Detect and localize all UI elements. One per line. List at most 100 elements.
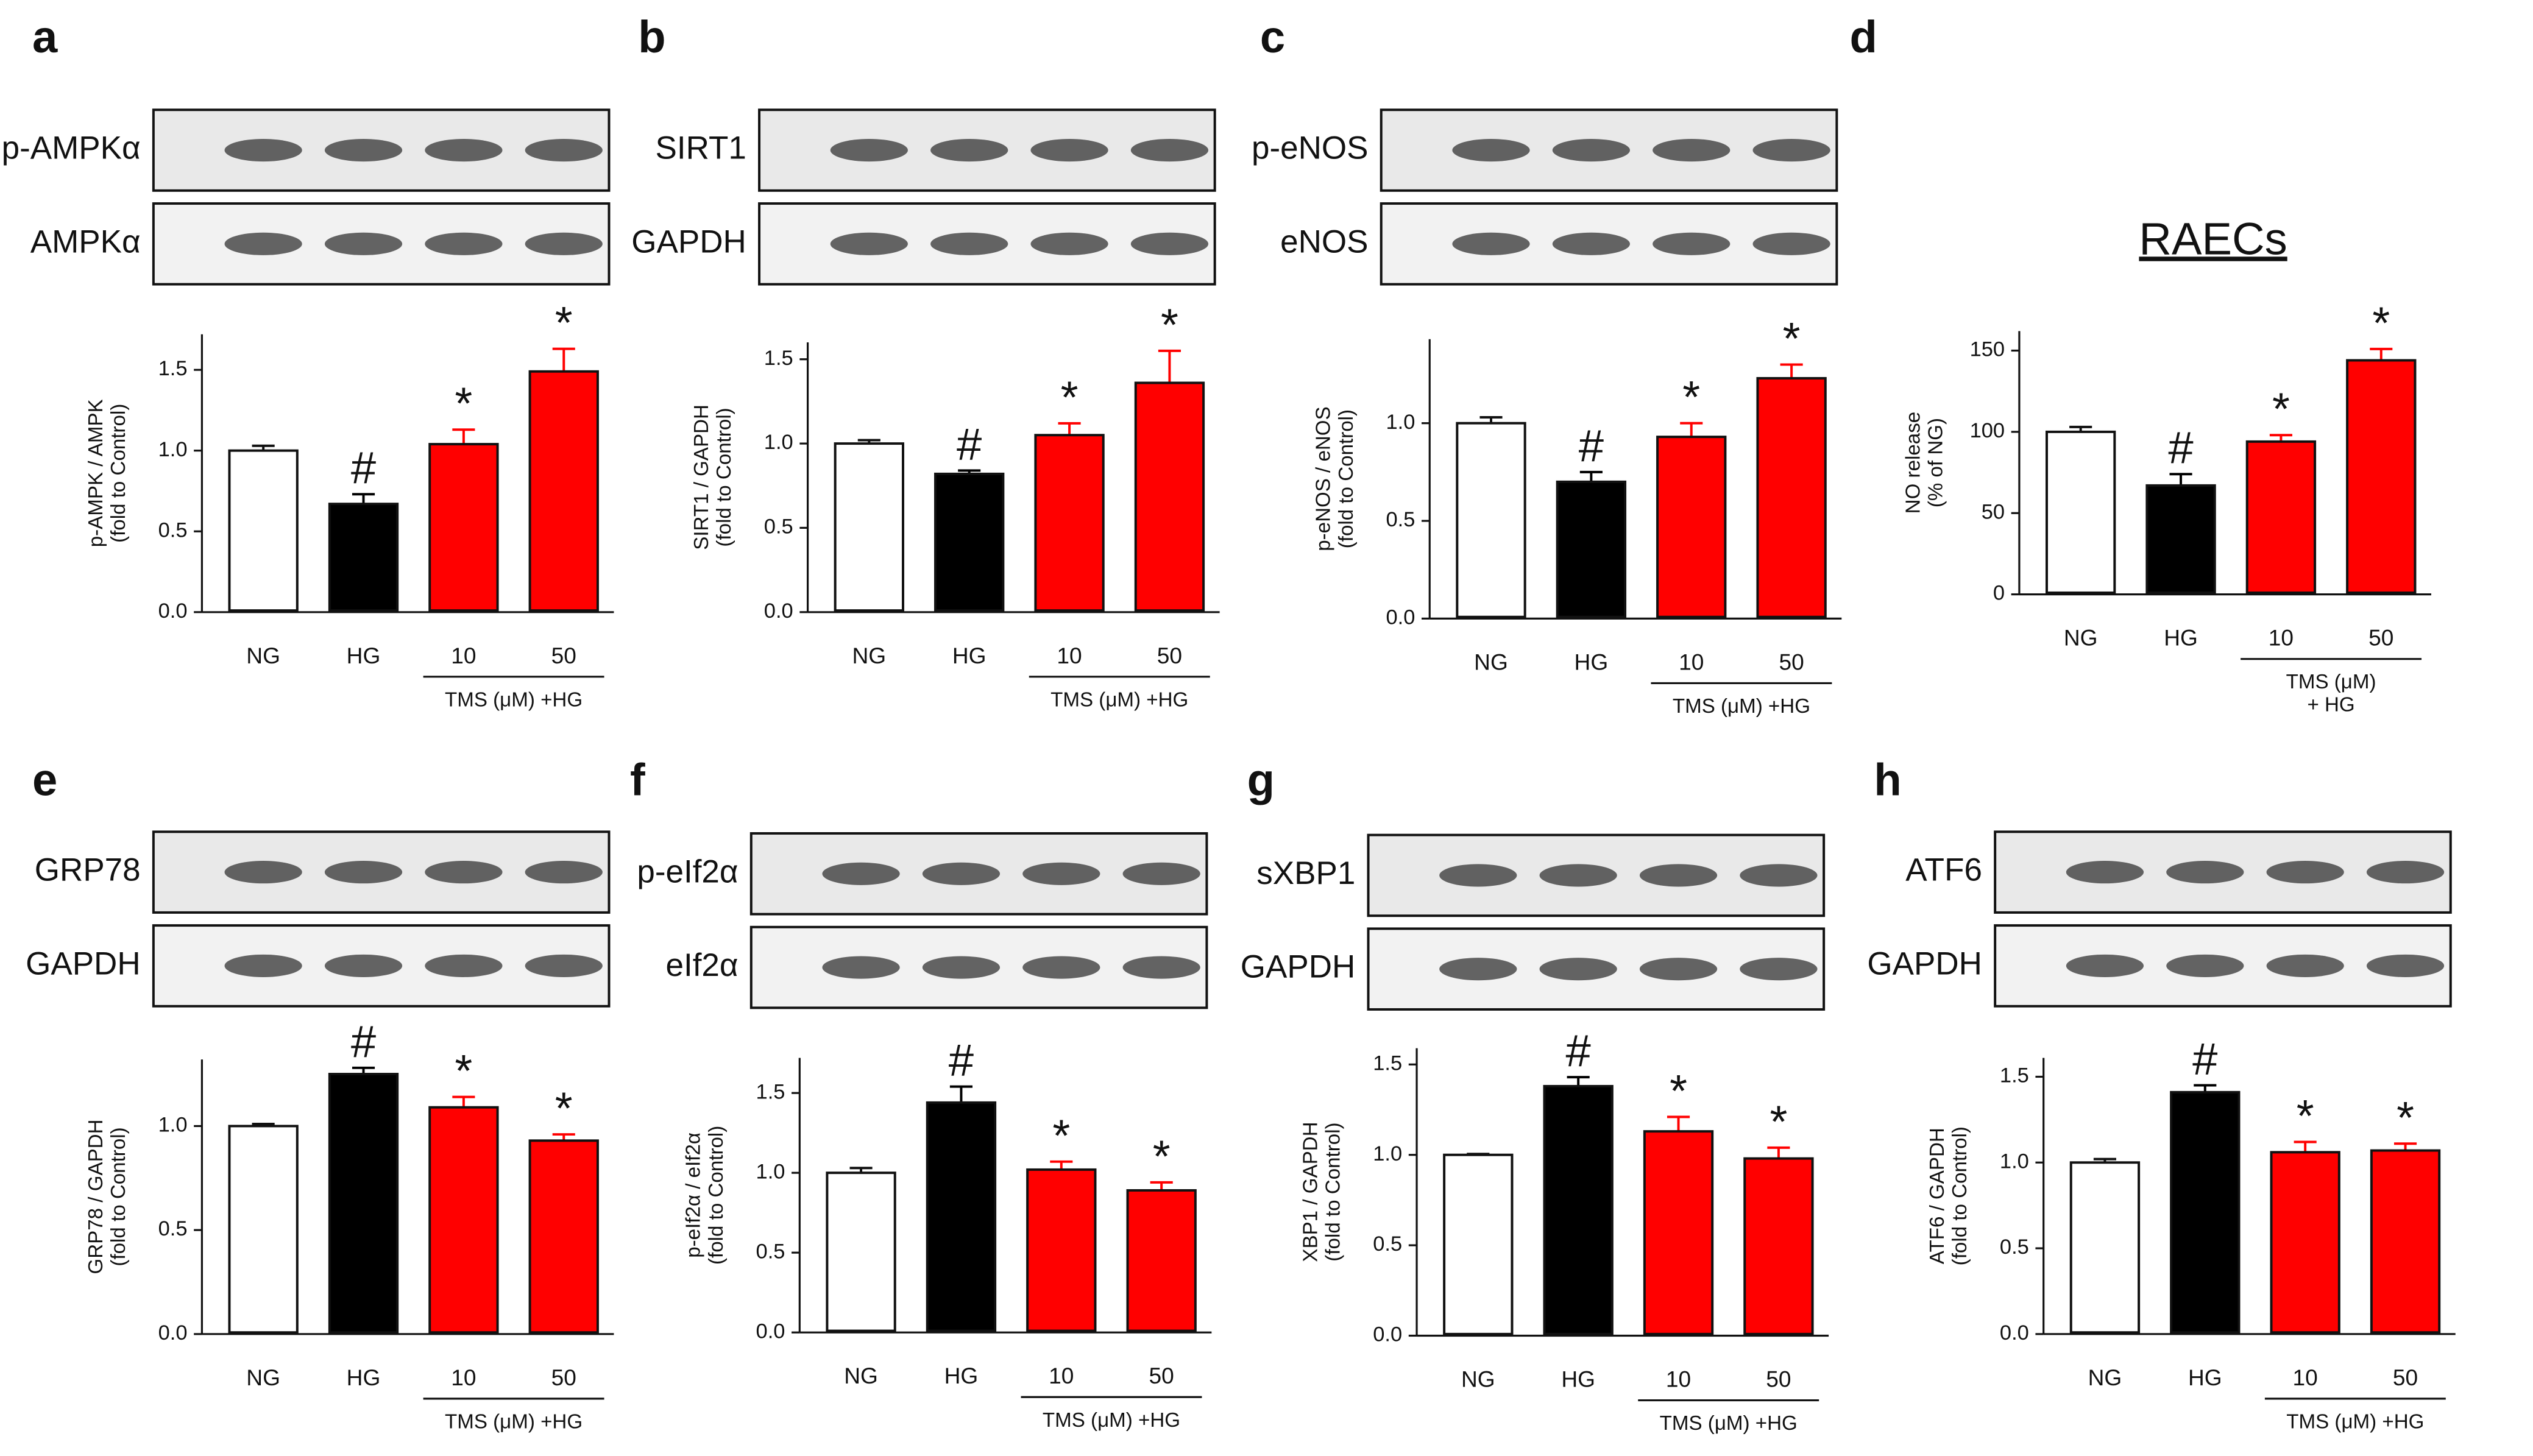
blot-band <box>1752 138 1830 162</box>
blot-band <box>922 956 1001 979</box>
y-tick-label: 0.0 <box>158 599 188 623</box>
x-tick-label: NG <box>1474 649 1508 674</box>
blot-band <box>930 232 1008 255</box>
group-label: TMS (μM) +HG <box>1673 695 1810 718</box>
bar <box>2145 484 2216 594</box>
significance-mark: * <box>2397 1092 2414 1143</box>
x-tick-label: 50 <box>2368 625 2393 651</box>
bar <box>1656 436 1727 618</box>
y-tick-label: 1.0 <box>1386 411 1415 434</box>
blot-band <box>1539 958 1617 981</box>
significance-mark: # <box>351 1016 376 1067</box>
blot-band <box>1552 232 1631 255</box>
y-tick-label: 0.0 <box>2000 1321 2029 1345</box>
y-axis-label: NO release <box>1902 412 1924 514</box>
significance-mark: * <box>1153 1131 1171 1181</box>
bar <box>428 443 499 612</box>
blot-band <box>224 861 302 884</box>
y-axis-label: (fold to Control) <box>107 1127 130 1266</box>
blot-band <box>1030 138 1108 162</box>
x-tick-label: 10 <box>1679 649 1704 674</box>
blot-band <box>224 954 302 977</box>
x-tick-label: 10 <box>1049 1363 1074 1388</box>
blot-band <box>425 138 503 162</box>
blot-label: sXBP1 <box>1256 855 1355 891</box>
x-tick-label: HG <box>1575 649 1609 674</box>
significance-mark: * <box>2297 1090 2314 1141</box>
blot-band <box>1539 864 1617 887</box>
significance-mark: * <box>555 1083 573 1134</box>
blot-band <box>1740 864 1818 887</box>
blot-band <box>1122 862 1200 885</box>
x-tick-label: 10 <box>451 1365 476 1390</box>
blot-band <box>2266 861 2344 884</box>
bar <box>826 1172 896 1332</box>
y-axis-label: GRP78 / GAPDH <box>85 1119 107 1274</box>
blot-band <box>425 954 503 977</box>
y-tick-label: 1.5 <box>764 347 793 370</box>
blot-band <box>425 232 503 255</box>
blot-band <box>425 861 503 884</box>
significance-mark: * <box>1770 1096 1787 1147</box>
significance-mark: * <box>1061 372 1079 422</box>
y-tick-label: 100 <box>1970 419 2005 442</box>
bar <box>228 1125 299 1334</box>
y-axis-label: p-eNOS / eNOS <box>1313 406 1335 551</box>
x-tick-label: NG <box>844 1363 878 1388</box>
significance-mark: # <box>351 443 376 493</box>
significance-mark: # <box>2192 1034 2217 1084</box>
blot-band <box>2366 861 2445 884</box>
x-tick-label: NG <box>1461 1366 1495 1392</box>
x-tick-label: 10 <box>1057 643 1082 668</box>
panel-letter: e <box>32 754 57 805</box>
blot-label: GAPDH <box>631 224 746 260</box>
y-axis-label: (fold to Control) <box>1335 409 1358 548</box>
panel-letter: a <box>32 12 58 62</box>
blot-label: p-eIf2α <box>637 853 738 889</box>
y-tick-label: 1.0 <box>756 1160 785 1183</box>
bar <box>1643 1130 1714 1335</box>
blot-band <box>1452 138 1530 162</box>
y-axis-label: SIRT1 / GAPDH <box>690 405 713 550</box>
x-tick-label: NG <box>246 1365 280 1390</box>
blot-band <box>2366 954 2445 977</box>
blot-band <box>1653 138 1731 162</box>
y-tick-label: 0 <box>1993 582 2005 605</box>
x-tick-label: 50 <box>1157 643 1182 668</box>
panel-title: RAECs <box>2139 213 2287 264</box>
panel-letter: d <box>1850 12 1877 62</box>
blot-band <box>1030 232 1108 255</box>
blot-band <box>324 861 403 884</box>
y-tick-label: 0.0 <box>764 599 793 623</box>
x-tick-label: 10 <box>451 643 476 668</box>
bar <box>528 370 599 612</box>
x-tick-label: NG <box>246 643 280 668</box>
blot-band <box>1022 956 1100 979</box>
significance-mark: # <box>949 1035 974 1086</box>
blot-label: GAPDH <box>1867 945 1982 981</box>
panel-letter: f <box>630 754 645 805</box>
y-tick-label: 1.0 <box>158 1114 188 1137</box>
blot-band <box>1752 232 1830 255</box>
blot-band <box>224 232 302 255</box>
blot-band <box>930 138 1008 162</box>
x-tick-label: NG <box>2088 1365 2122 1390</box>
bar <box>2346 359 2417 594</box>
group-label: TMS (μM) +HG <box>1660 1412 1798 1435</box>
blot-band <box>1022 862 1100 885</box>
blot-label: p-eNOS <box>1252 130 1369 166</box>
y-axis-label: ATF6 / GAPDH <box>1926 1128 1949 1264</box>
y-tick-label: 1.5 <box>756 1080 785 1103</box>
y-axis-label: (fold to Control) <box>1322 1122 1345 1261</box>
bar <box>1756 376 1827 618</box>
x-tick-label: 10 <box>2269 625 2294 651</box>
bar <box>926 1101 997 1332</box>
group-label: TMS (μM) <box>2286 671 2376 693</box>
blot-band <box>324 954 403 977</box>
y-axis-label: (% of NG) <box>1924 418 1947 507</box>
significance-mark: * <box>455 378 472 429</box>
y-tick-label: 0.5 <box>756 1240 785 1263</box>
y-axis-label: (fold to Control) <box>1949 1126 1971 1265</box>
y-tick-label: 0.5 <box>764 515 793 539</box>
